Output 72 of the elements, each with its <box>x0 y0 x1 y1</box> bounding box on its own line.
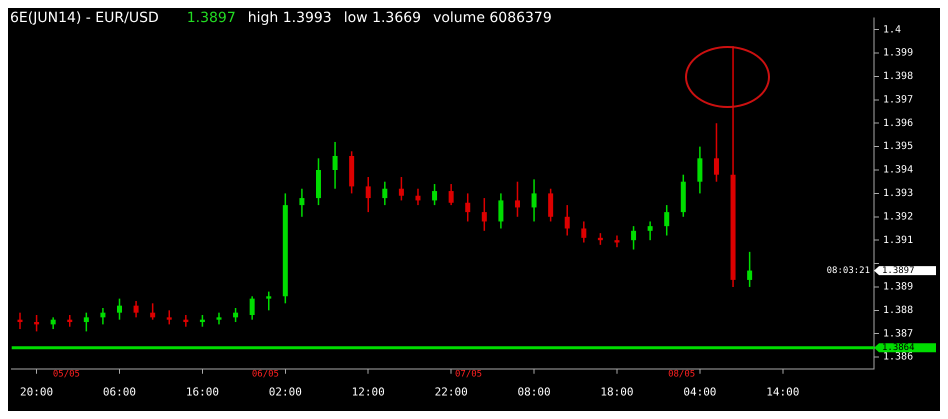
y-tick-label: 1.395 <box>883 141 914 152</box>
y-tick-label: 1.397 <box>883 94 914 106</box>
x-tick-label: 16:00 <box>186 385 219 398</box>
y-tick-label: 1.387 <box>883 328 914 340</box>
candlestick <box>250 296 255 320</box>
candlestick <box>84 312 89 332</box>
candlestick <box>747 251 752 288</box>
candlestick <box>498 192 504 230</box>
candlestick <box>432 183 438 206</box>
candlestick <box>366 176 371 213</box>
text: 08/05 <box>668 370 696 380</box>
candlestick <box>398 176 404 202</box>
x-tick-label: 20:00 <box>20 385 54 398</box>
candlestick <box>714 122 719 182</box>
x-tick-label: 12:00 <box>352 385 385 398</box>
candlestick <box>465 192 470 222</box>
candlestick <box>631 225 636 250</box>
candlestick <box>581 220 586 244</box>
y-tick-label: 1.396 <box>883 118 914 129</box>
text: 1.3897 <box>882 266 915 276</box>
x-tick-label: 02:00 <box>268 385 302 398</box>
annotation: 08:03:21 <box>826 266 870 276</box>
y-tick-label: 1.388 <box>883 304 914 316</box>
candlestick <box>514 180 520 218</box>
candlestick <box>233 307 238 323</box>
candlestick <box>664 204 670 236</box>
candlestick <box>150 302 156 320</box>
candlestick <box>200 314 205 328</box>
candlestick <box>648 220 653 241</box>
candlestick <box>448 183 454 206</box>
candlestick <box>50 316 56 330</box>
candlestick <box>415 188 420 206</box>
text: 07/05 <box>455 370 482 380</box>
candlestick <box>482 197 487 232</box>
candlestick <box>67 314 72 328</box>
x-tick-label: 06:00 <box>102 385 136 398</box>
candlestick <box>100 307 106 326</box>
ref-line-label: 1.3864 <box>882 343 915 354</box>
candlestick <box>18 312 22 330</box>
annotation: low 1.3669 <box>344 10 422 26</box>
candlestick <box>299 188 304 218</box>
candlestick <box>548 188 554 222</box>
y-tick-label: 1.386 <box>883 352 914 363</box>
x-tick-label: 14:00 <box>766 385 800 398</box>
x-tick-label: 08:00 <box>517 385 551 398</box>
y-tick-label: 1.399 <box>883 48 914 59</box>
annotation: volume 6086379 <box>433 10 552 26</box>
y-tick-label: 1.394 <box>883 164 914 176</box>
candlestick <box>116 298 122 320</box>
annotation: 1.3897 <box>186 10 236 26</box>
chart-title: 6E(JUN14) - EUR/USD <box>10 10 159 26</box>
x-tick-label: 18:00 <box>600 385 634 398</box>
candlestick <box>697 146 702 194</box>
y-tick-label: 1.398 <box>883 71 914 82</box>
x-tick-label: 04:00 <box>683 385 716 398</box>
candlestick <box>183 314 188 328</box>
candlestick <box>532 178 537 222</box>
annotation: high 1.3993 <box>248 10 332 26</box>
candlestick <box>34 314 40 332</box>
candlestick <box>332 141 338 190</box>
y-tick-label: 1.391 <box>883 234 914 246</box>
candlestick <box>382 180 388 206</box>
text: 05/05 <box>52 370 80 380</box>
y-tick-label: 1.393 <box>883 188 914 199</box>
candlestick <box>614 234 620 248</box>
x-tick-label: 22:00 <box>434 385 468 398</box>
y-tick-label: 1.392 <box>883 211 914 222</box>
candlestick <box>134 300 139 318</box>
y-tick-label: 1.389 <box>883 282 914 293</box>
text: 06/05 <box>252 370 279 380</box>
candlestick <box>564 204 570 236</box>
y-tick-label: 1.4 <box>883 24 902 36</box>
